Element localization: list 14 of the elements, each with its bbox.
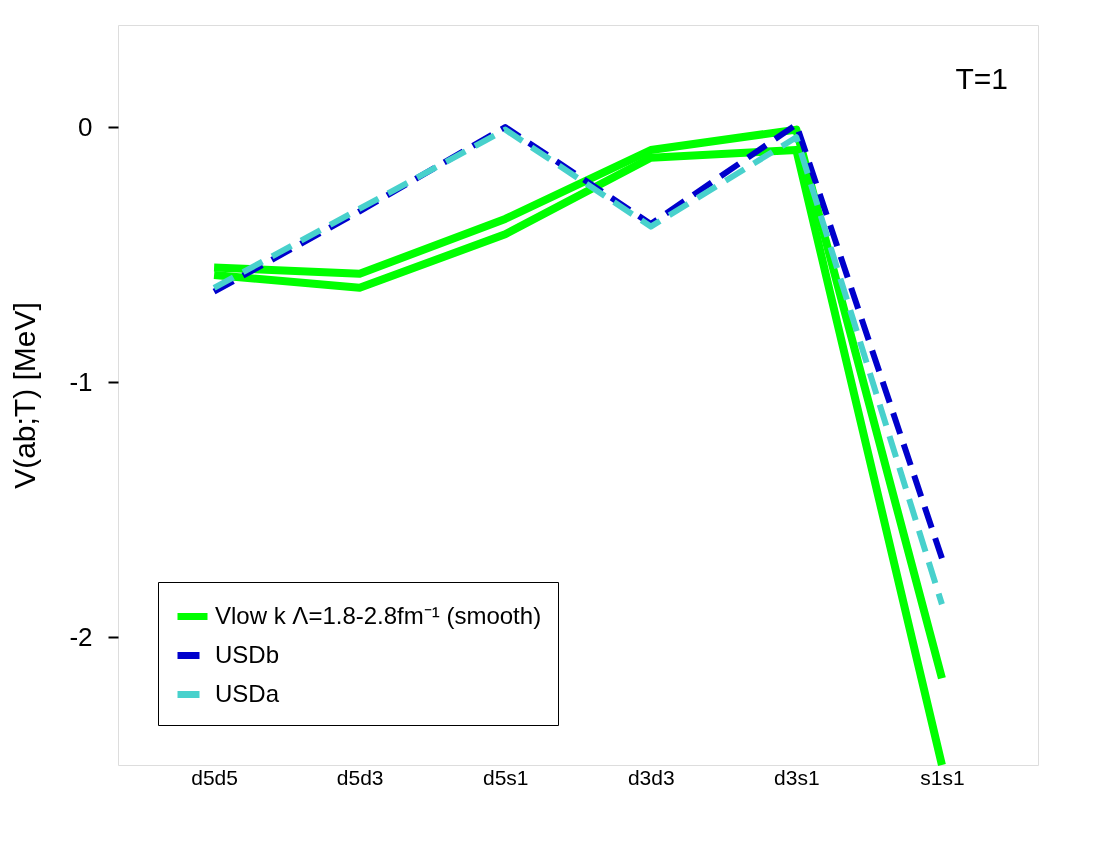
x-tick-label: d3d3 <box>627 765 675 789</box>
legend-label: USDa <box>215 679 280 707</box>
x-tick-label: d3s1 <box>774 765 820 789</box>
y-axis-title: V(ab;T) [MeV] <box>8 302 42 489</box>
legend-label: Vlow k Λ=1.8-2.8fm⁻¹ (smooth) <box>215 601 542 629</box>
y-tick-label: -2 <box>69 621 93 652</box>
annotation: T=1 <box>955 62 1008 95</box>
legend-label: USDb <box>215 640 280 668</box>
x-tick-label: d5s1 <box>482 765 529 789</box>
x-tick-label: s1s1 <box>920 765 965 789</box>
y-tick-label: -1 <box>69 366 93 397</box>
y-tick-label: 0 <box>78 111 93 142</box>
x-tick-label: d5d5 <box>191 765 238 789</box>
x-tick-label: d5d3 <box>336 765 384 789</box>
